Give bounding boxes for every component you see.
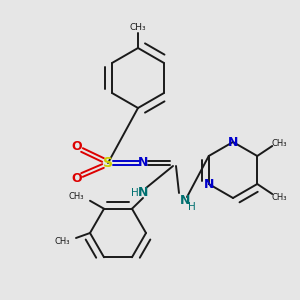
Text: N: N — [138, 187, 148, 200]
Text: S: S — [103, 156, 113, 170]
Text: N: N — [180, 194, 190, 206]
Text: H: H — [131, 188, 139, 198]
Text: H: H — [188, 202, 196, 212]
Text: CH₃: CH₃ — [55, 236, 70, 245]
Text: CH₃: CH₃ — [272, 193, 287, 202]
Text: O: O — [72, 172, 82, 184]
Text: CH₃: CH₃ — [130, 23, 146, 32]
Text: N: N — [228, 136, 238, 148]
Text: N: N — [204, 178, 214, 190]
Text: O: O — [72, 140, 82, 154]
Text: CH₃: CH₃ — [272, 139, 287, 148]
Text: CH₃: CH₃ — [68, 192, 84, 201]
Text: N: N — [138, 157, 148, 169]
